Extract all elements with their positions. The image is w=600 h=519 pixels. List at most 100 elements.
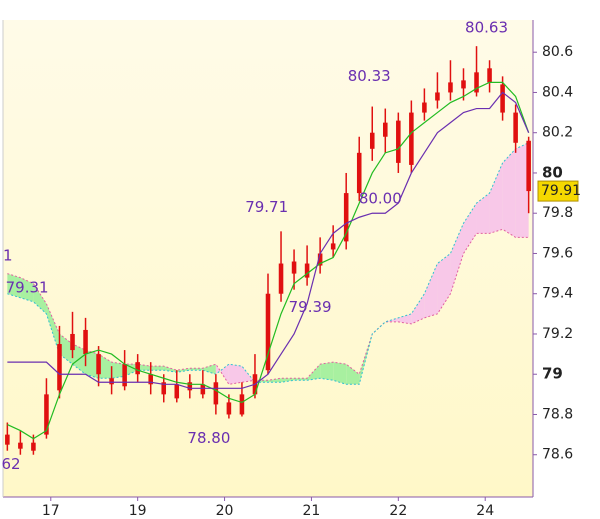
last-price-box <box>537 180 579 202</box>
cloud-segment <box>424 263 438 318</box>
cloud-segment <box>398 313 412 324</box>
candle-body <box>187 382 193 391</box>
left-label: 1 <box>3 247 13 265</box>
cloud-segment <box>333 362 347 385</box>
cloud-segment <box>320 362 334 381</box>
candle-body <box>135 362 140 375</box>
annotation: 79.31 <box>6 278 49 296</box>
annotation: 80.63 <box>465 19 508 37</box>
candle-body <box>200 384 206 395</box>
candle-body <box>213 382 219 405</box>
x-tick-label: 24 <box>476 503 494 519</box>
annotation: 78.80 <box>187 429 230 447</box>
candle-body <box>57 344 62 391</box>
candle-body <box>435 92 440 101</box>
y-tick-label: 80.4 <box>542 84 573 100</box>
candle-body <box>122 364 127 387</box>
x-tick-label: 21 <box>303 503 321 519</box>
cloud-segment <box>294 378 308 381</box>
candle-body <box>109 378 114 385</box>
candle-body <box>226 402 232 415</box>
cloud-segment <box>137 364 151 371</box>
candle-body <box>174 384 180 399</box>
cloud-segment <box>437 253 451 314</box>
candle-body <box>474 72 479 93</box>
candle-body <box>18 442 23 449</box>
candle-body <box>330 243 336 250</box>
candle-body <box>513 112 518 143</box>
cloud-segment <box>515 142 529 238</box>
candle-body <box>448 82 453 93</box>
x-tick-label: 22 <box>389 503 407 519</box>
indicator-line <box>7 81 530 440</box>
cloud-segment <box>476 193 490 234</box>
cloud-segment <box>268 378 282 383</box>
y-tick-label: 79.2 <box>542 326 573 342</box>
y-tick-label: 80 <box>542 163 563 181</box>
annotation: 80.33 <box>348 67 391 85</box>
cloud-segment <box>463 203 477 254</box>
cloud-segment <box>189 368 203 371</box>
cloud-segment <box>33 283 47 314</box>
cloud-segment <box>228 364 242 385</box>
cloud-segment <box>489 162 503 234</box>
cloud-segment <box>20 277 34 302</box>
candle-body <box>487 68 492 83</box>
cloud-segment <box>98 354 112 379</box>
cloud-segment <box>46 303 60 355</box>
y-tick-label: 78.6 <box>542 447 573 463</box>
y-tick-label: 80.2 <box>542 125 573 141</box>
y-tick-label: 79 <box>542 365 563 383</box>
cloud-segment <box>111 362 125 379</box>
candle-body <box>396 120 401 163</box>
candle-body <box>500 84 505 113</box>
span-a-line <box>7 228 529 385</box>
candle-body <box>148 374 153 385</box>
span-b-line <box>7 142 529 385</box>
candle-body <box>31 442 36 451</box>
candle-body <box>317 253 323 266</box>
candle-body <box>343 193 349 242</box>
cloud-segment <box>411 293 425 324</box>
cloud-segment <box>150 366 164 371</box>
cloud-segment <box>346 364 360 385</box>
annotation: 79.39 <box>289 298 332 316</box>
x-tick-label: 17 <box>42 503 60 519</box>
candle-body <box>44 394 49 435</box>
candle-body <box>409 112 414 165</box>
last-price-label: 79.91 <box>541 183 581 199</box>
cloud-segment <box>307 364 321 381</box>
cloud-segment <box>124 364 138 377</box>
cloud-segment <box>502 148 516 238</box>
x-tick-label: 20 <box>216 503 234 519</box>
annotation: 78.62 <box>0 455 21 473</box>
candle-body <box>356 152 362 194</box>
candle-body <box>291 261 297 274</box>
annotation: 80.00 <box>359 189 402 207</box>
candle-body <box>83 329 88 355</box>
cloud-segment <box>7 273 21 298</box>
y-tick-label: 78.8 <box>542 406 573 422</box>
cloud-segment <box>450 223 464 294</box>
candle-body <box>239 394 245 415</box>
candle-body <box>161 382 167 395</box>
y-tick-label: 79.6 <box>542 245 573 261</box>
y-tick-label: 80.6 <box>542 44 573 60</box>
annotation: 79.71 <box>245 198 288 216</box>
candle-body <box>369 132 375 149</box>
candle-body <box>96 354 101 375</box>
candle-body <box>5 434 10 445</box>
candle-body <box>461 80 466 89</box>
candle-body <box>422 102 427 113</box>
x-tick-label: 19 <box>129 503 147 519</box>
candle-body <box>278 263 284 294</box>
cloud-segment <box>85 350 99 379</box>
cloud-segment <box>202 364 216 375</box>
indicator-line <box>7 91 530 389</box>
candle-body <box>70 333 75 351</box>
y-tick-label: 79.4 <box>542 286 573 302</box>
y-tick-label: 79.8 <box>542 205 573 221</box>
candle-body <box>526 140 531 192</box>
candle-body <box>383 122 388 137</box>
